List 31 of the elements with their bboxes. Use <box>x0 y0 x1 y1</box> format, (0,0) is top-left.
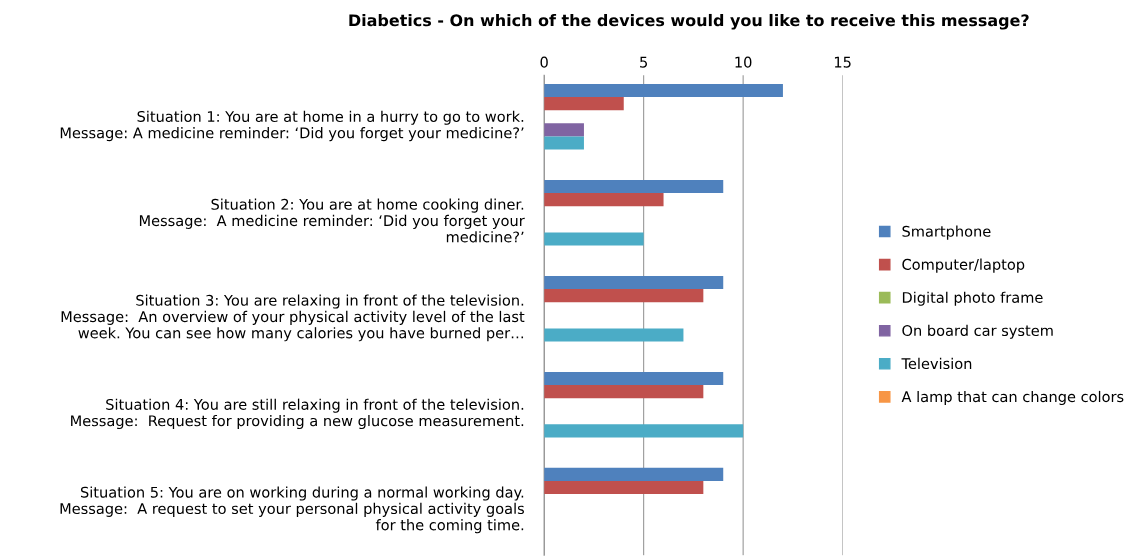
bar <box>544 97 624 111</box>
bar <box>544 232 644 246</box>
bar <box>544 275 724 290</box>
y-tick-label: Situation 4: You are still relaxing in front of the television. Message: Request for providing a new glucose measurement. <box>71 398 524 430</box>
y-tick-label: Situation 1: You are at home in a hurry to go to work. Message: A medicine reminder: ‘Did you forget your medicine?’ <box>60 110 524 142</box>
y-tick-label: Situation 2: You are at home cooking diner. Message: A medicine reminder: ‘Did you forget your medicine?’ <box>139 198 525 243</box>
bar <box>544 467 724 481</box>
bar <box>544 179 724 194</box>
bar <box>544 371 724 386</box>
bar <box>544 424 744 438</box>
x-tick-label: 10 <box>735 56 752 68</box>
y-tick-label: Situation 5: You are on working during a normal working day. Message: A request to set your personal physical activity goals for the coming time. <box>60 486 524 534</box>
legend-label: Computer/laptop <box>902 258 1025 273</box>
bar <box>544 385 704 399</box>
legend-label: Digital photo frame <box>902 291 1043 306</box>
bar <box>544 123 584 137</box>
bar <box>544 480 704 495</box>
chart-title: Diabetics - On which of the devices would you like to receive this message? <box>349 13 1029 30</box>
bar <box>544 136 584 150</box>
legend-label: A lamp that can change colors <box>901 390 1124 406</box>
bar <box>544 289 704 303</box>
x-tick-label: 0 <box>540 56 548 68</box>
x-tick-label: 15 <box>834 56 851 68</box>
legend-label: Smartphone <box>902 225 991 240</box>
legend-label: Television <box>901 357 972 370</box>
bar <box>544 193 664 207</box>
y-tick-label: Situation 3: You are relaxing in front of the television. Message: An overview of your physical activity level of the last week. You can see how many calories you have burned per… <box>61 294 525 342</box>
legend-label: On board car system <box>902 324 1053 339</box>
bar <box>544 83 783 98</box>
x-tick-label: 5 <box>640 56 648 68</box>
bar <box>544 328 684 342</box>
